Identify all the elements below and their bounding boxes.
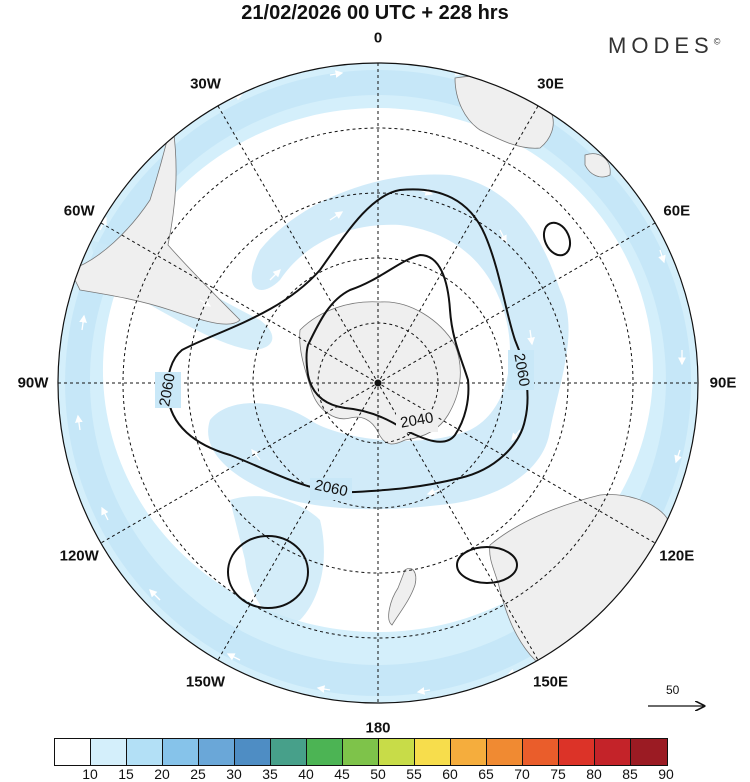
contour-label: 2040 [399, 409, 435, 432]
wind-belt-inner [208, 174, 569, 510]
longitude-label: 90E [709, 374, 737, 392]
colorbar-tick-label: 70 [514, 766, 530, 782]
colorbar-cell [91, 739, 127, 765]
colorbar-cell [343, 739, 379, 765]
colorbar-cell [55, 739, 91, 765]
colorbar-tick-label: 60 [442, 766, 458, 782]
longitude-label: 60W [63, 202, 95, 219]
colorbar-cell [415, 739, 451, 765]
contour-label: 2060 [313, 477, 349, 501]
colorbar-cell [199, 739, 235, 765]
contours [166, 188, 572, 609]
colorbar-tick-label: 30 [226, 766, 242, 782]
contour-closed-south [227, 535, 309, 609]
new-zealand [388, 568, 417, 626]
longitude-label: 120W [59, 547, 99, 564]
longitude-label: 150W [185, 673, 226, 691]
colorbar-cell [271, 739, 307, 765]
longitude-label: 30E [537, 75, 564, 93]
longitude-label: 60E [663, 202, 691, 219]
colorbar-tick-label: 20 [154, 766, 170, 782]
colorbar-cell [379, 739, 415, 765]
colorbar-tick-label: 40 [298, 766, 314, 782]
contour-label: 2060 [156, 372, 179, 408]
reference-vector-label: 50 [666, 683, 680, 697]
brand-mark: © [713, 36, 721, 47]
colorbar-tick-label: 90 [658, 766, 674, 782]
wind-patch-south [230, 496, 324, 622]
contour-closed-southeast [456, 546, 518, 584]
colorbar-cell [523, 739, 559, 765]
colorbar-cell [487, 739, 523, 765]
longitude-label: 30W [190, 75, 221, 93]
colorbar-tick-label: 35 [262, 766, 278, 782]
south-america [69, 119, 241, 325]
colorbar-tick-label: 75 [550, 766, 566, 782]
colorbar-tick-label: 50 [370, 766, 386, 782]
colorbar-tick-label: 85 [622, 766, 638, 782]
madagascar [584, 153, 611, 178]
forecast-title: 21/02/2026 00 UTC + 228 hrs [241, 2, 509, 24]
colorbar-tick-label: 55 [406, 766, 422, 782]
colorbar-tick-label: 25 [190, 766, 206, 782]
brand-logo: MODES© [608, 33, 720, 59]
colorbar-cell [595, 739, 631, 765]
colorbar-tick-label: 65 [478, 766, 494, 782]
colorbar-tick-label: 10 [82, 766, 98, 782]
colorbar-cell [307, 739, 343, 765]
contour-label: 2060 [510, 352, 533, 388]
south-pole-marker [374, 379, 382, 387]
colorbar-tick-label: 45 [334, 766, 350, 782]
colorbar-cell [235, 739, 271, 765]
longitude-label: 180 [365, 719, 391, 737]
colorbar-cell [127, 739, 163, 765]
colorbar-cell [631, 739, 667, 765]
longitude-label: 0 [373, 29, 383, 47]
contour-label-group: 2060 2060 2060 2040 [155, 350, 534, 500]
colorbar [54, 738, 668, 766]
map-border [57, 62, 699, 704]
brand-text: MODES [608, 33, 714, 58]
colorbar-cell [451, 739, 487, 765]
longitude-label: 120E [659, 547, 695, 564]
colorbar-tick-label: 80 [586, 766, 602, 782]
longitude-label: 90W [17, 374, 49, 392]
colorbar-tick-label: 15 [118, 766, 134, 782]
contour-2060 [166, 188, 529, 494]
longitude-label: 150E [532, 673, 569, 691]
colorbar-cell [163, 739, 199, 765]
colorbar-cell [559, 739, 595, 765]
contour-2040 [305, 253, 470, 443]
contour-closed-northeast [542, 221, 572, 257]
